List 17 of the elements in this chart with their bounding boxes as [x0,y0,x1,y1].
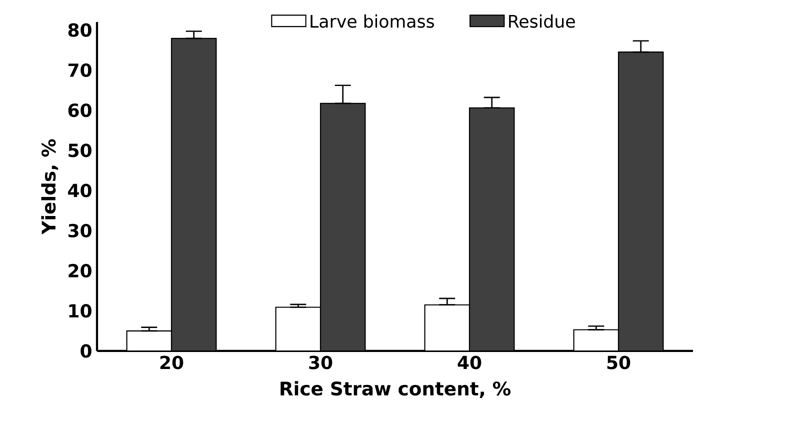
x-tick-label: 40 [458,356,482,370]
y-tick-label: 80 [68,23,92,37]
x-tick-label: 50 [607,356,630,370]
y-tick-label: 40 [68,184,92,198]
x-tick-label: 30 [309,356,332,370]
y-tick-label: 10 [69,304,92,318]
y-tick-label: 20 [68,264,92,278]
y-tick-label: 60 [68,103,92,118]
y-tick-label: 50 [68,144,92,158]
y-tick-label: 70 [68,63,92,77]
x-axis-title: Rice Straw content, % [280,381,510,398]
y-tick-label: 0 [80,344,92,358]
legend-label: Larve biomass [310,14,434,28]
legend-label: Residue [509,14,575,28]
x-tick-label: 20 [160,356,184,370]
y-tick-label: 30 [68,224,92,238]
y-axis-title: Yields, % [41,139,58,235]
